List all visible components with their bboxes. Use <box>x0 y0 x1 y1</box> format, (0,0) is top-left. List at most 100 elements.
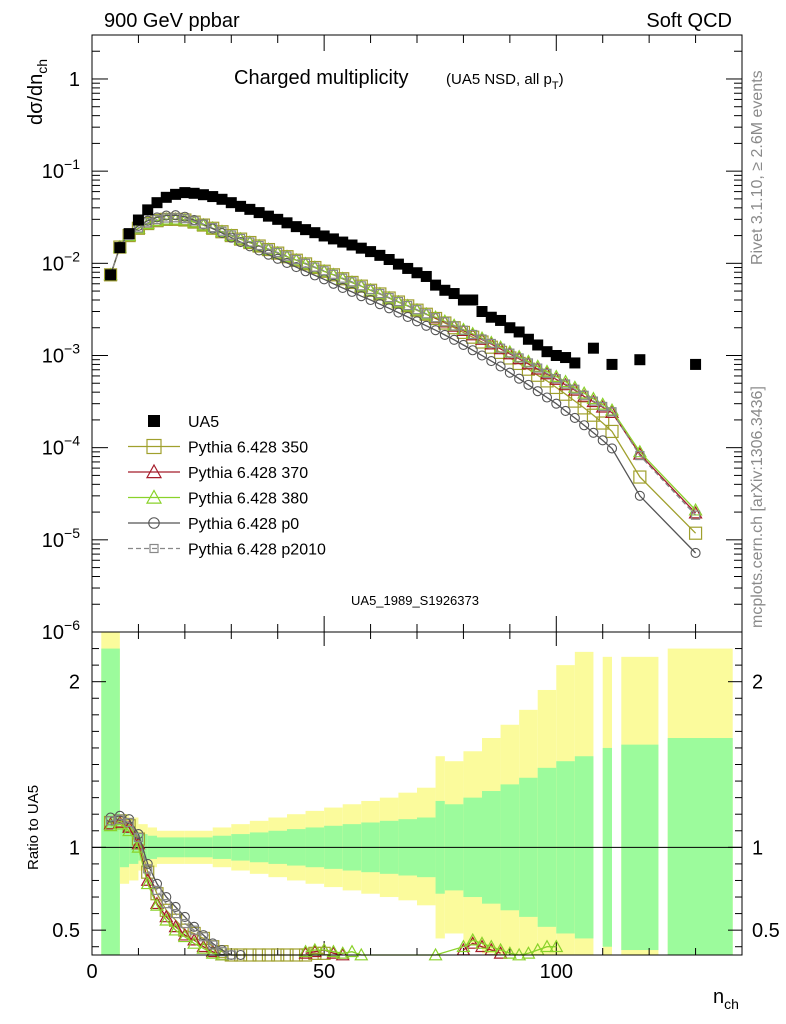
series-p380-marker <box>224 228 239 241</box>
ratio-p380-marker <box>298 944 313 958</box>
series-p2010-marker <box>365 284 376 295</box>
ua5-data-point <box>569 357 581 369</box>
ua5-data-point <box>402 262 414 274</box>
ua5-data-point <box>513 326 525 338</box>
ua5-data-point <box>476 306 488 318</box>
series-p2010-marker <box>356 281 366 291</box>
ua5-data-point <box>420 270 432 282</box>
ratio-p380-marker <box>474 936 490 949</box>
ua5-data-point <box>188 187 200 199</box>
legend-label-p380: Pythia 6.428 380 <box>188 491 308 508</box>
series-p0-marker <box>374 299 385 310</box>
series-p0-marker <box>393 307 404 318</box>
series-p350-marker <box>596 416 610 430</box>
series-p380-marker <box>549 369 564 383</box>
series-p0-marker <box>467 345 478 356</box>
ratio-p380-marker <box>465 932 480 946</box>
series-p2010-marker <box>523 358 534 368</box>
series-p2010-marker <box>189 216 199 226</box>
ua5-data-point <box>522 333 534 345</box>
legend-label-p2010: Pythia 6.428 p2010 <box>188 542 326 559</box>
ua5-data-point <box>327 233 339 245</box>
ua5-data-point <box>151 197 163 209</box>
series-p0-marker <box>560 405 571 417</box>
ratio-p0-marker <box>170 901 181 913</box>
series-p2010-marker <box>338 273 348 283</box>
series-p2010-marker <box>235 233 246 244</box>
ua5-data-point <box>457 294 469 306</box>
ratio-p2010-marker <box>189 925 199 935</box>
series-p380-marker <box>577 385 592 399</box>
ratio-p380-marker <box>140 876 155 890</box>
series-p380-marker <box>419 307 434 320</box>
series-p2010-marker <box>690 510 701 520</box>
ua5-data-point <box>346 239 358 251</box>
series-p380-marker <box>196 217 211 231</box>
ua5-data-point <box>290 221 302 233</box>
ratio-p370-marker <box>474 939 490 953</box>
ratio-p380-marker <box>512 947 527 961</box>
ratio-uncertainty-bands <box>101 632 733 955</box>
series-p2010-marker <box>468 329 478 340</box>
series-p0-marker <box>281 257 293 268</box>
x-tick-label: 0 <box>86 961 97 983</box>
series-p2010-marker <box>291 254 301 265</box>
legend-marker-p0 <box>148 517 160 529</box>
series-p2010-marker <box>412 305 422 315</box>
ua5-data-point <box>105 269 117 281</box>
ratio-p380-marker <box>214 947 230 961</box>
series-p2010-marker <box>430 313 441 323</box>
series-p0-marker <box>579 420 590 431</box>
series-p380-marker <box>354 278 369 292</box>
ua5-data-point <box>365 246 377 258</box>
ua5-data-point <box>392 258 404 270</box>
ratio-p380-marker <box>539 939 555 953</box>
series-p2010-marker <box>347 277 357 287</box>
main-y-tick-label: 1 <box>69 69 80 91</box>
series-p2010-marker <box>208 223 218 233</box>
series-p2010-marker <box>263 244 274 254</box>
series-p2010-marker <box>533 363 543 373</box>
series-p350-marker <box>577 401 591 415</box>
ua5-data-point <box>374 249 386 261</box>
series-p2010-marker <box>245 237 255 247</box>
series-p0-marker <box>597 435 608 446</box>
ua5-data-point <box>337 236 349 248</box>
series-p0-marker <box>588 427 599 438</box>
ratio-p2010-marker <box>143 864 153 874</box>
series-p380-marker <box>595 397 610 410</box>
ratio-p370-marker <box>103 816 118 830</box>
ua5-data-point <box>318 230 330 242</box>
ratio-y-tick-label: 1 <box>69 837 80 859</box>
x-axis-label: nch <box>713 986 739 1012</box>
legend-marker-ua5 <box>148 415 160 427</box>
ua5-data-point <box>309 227 321 239</box>
ratio-p380-marker <box>177 929 192 943</box>
series-p0-marker <box>263 249 274 260</box>
ua5-data-point <box>235 200 247 212</box>
series-p2010-marker <box>300 258 311 268</box>
ratio-p380-marker <box>428 947 443 961</box>
series-p2010-marker <box>607 407 617 417</box>
series-p0-marker <box>514 373 525 384</box>
ratio-p380-marker <box>205 946 220 959</box>
series-p2010-marker <box>458 325 469 335</box>
watermark: UA5_1989_S1926373 <box>351 593 479 608</box>
ratio-p0-marker <box>142 858 153 869</box>
series-p380-marker <box>567 380 582 393</box>
series-p2010-marker <box>180 214 190 224</box>
ratio-plot-frame <box>91 631 743 956</box>
side-label-rivet: Rivet 3.1.10, ≥ 2.6M events <box>749 70 766 265</box>
ratio-p2010-marker <box>217 947 227 957</box>
ua5-data-point <box>114 242 126 254</box>
header-left: 900 GeV ppbar <box>104 10 240 32</box>
ratio-p2010-marker <box>105 816 116 826</box>
series-p0-marker <box>486 356 497 367</box>
series-p0-marker <box>504 367 515 378</box>
ratio-p0-marker <box>179 911 190 922</box>
series-p2010-marker <box>579 390 589 400</box>
ratio-p380-marker <box>187 936 202 949</box>
ua5-data-point <box>383 254 395 266</box>
ua5-data-point <box>253 207 265 219</box>
